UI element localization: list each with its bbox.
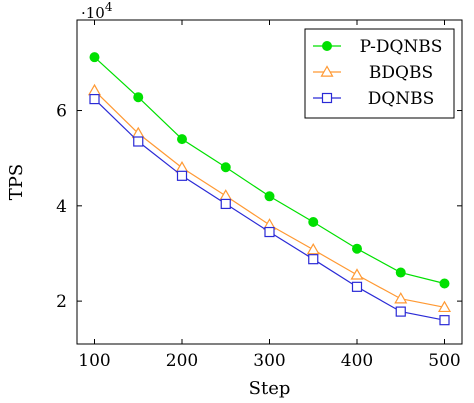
plot-layer xyxy=(87,52,452,326)
x-tick-label: 500 xyxy=(428,351,460,371)
legend-swatch-marker xyxy=(321,92,333,104)
data-point xyxy=(220,162,231,173)
x-tick-label: 200 xyxy=(166,351,198,371)
y-tick-label: 4 xyxy=(56,197,67,217)
data-point xyxy=(395,306,406,317)
data-point xyxy=(133,136,144,147)
data-point xyxy=(175,160,189,173)
data-point xyxy=(306,242,320,255)
data-point xyxy=(133,92,144,103)
data-point xyxy=(352,243,362,254)
x-tick-label: 100 xyxy=(78,351,110,371)
legend-entry-label: BDQBS xyxy=(369,63,433,83)
data-point xyxy=(439,315,450,326)
data-point xyxy=(176,170,188,181)
data-point xyxy=(439,278,450,289)
data-point xyxy=(89,93,100,105)
data-point xyxy=(89,52,100,63)
legend-entry-label: DQNBS xyxy=(368,89,435,109)
data-point xyxy=(395,267,406,278)
ticks-layer: 100 200 300 400 500 2 4 6 xyxy=(56,20,462,371)
legend-entry-label: P-DQNBS xyxy=(360,37,443,57)
x-tick-label: 300 xyxy=(253,351,285,371)
data-point xyxy=(220,198,231,210)
data-point xyxy=(219,189,233,201)
y-tick-label: 6 xyxy=(56,102,67,122)
y-axis-multiplier-exponent: 4 xyxy=(105,0,113,14)
y-axis-multiplier: ·104 xyxy=(81,0,113,22)
x-axis-label: Step xyxy=(249,378,291,399)
data-point xyxy=(264,191,275,202)
legend-swatch-marker xyxy=(320,65,334,77)
data-point xyxy=(308,217,319,228)
y-axis-label: TPS xyxy=(6,164,27,200)
y-tick-label: 2 xyxy=(56,292,67,312)
data-point xyxy=(177,134,187,145)
y-axis-multiplier-base: ·10 xyxy=(81,4,105,22)
x-tick-label: 400 xyxy=(341,351,373,371)
legend: P-DQNBS BDQBS DQNBS xyxy=(304,28,455,119)
series-line xyxy=(94,98,445,321)
data-point xyxy=(87,83,102,96)
data-point xyxy=(394,292,408,304)
data-point xyxy=(350,268,364,280)
data-point xyxy=(264,226,275,238)
data-point xyxy=(308,254,319,265)
data-point xyxy=(437,300,452,313)
legend-swatch-marker xyxy=(322,41,332,51)
data-point xyxy=(351,281,363,292)
